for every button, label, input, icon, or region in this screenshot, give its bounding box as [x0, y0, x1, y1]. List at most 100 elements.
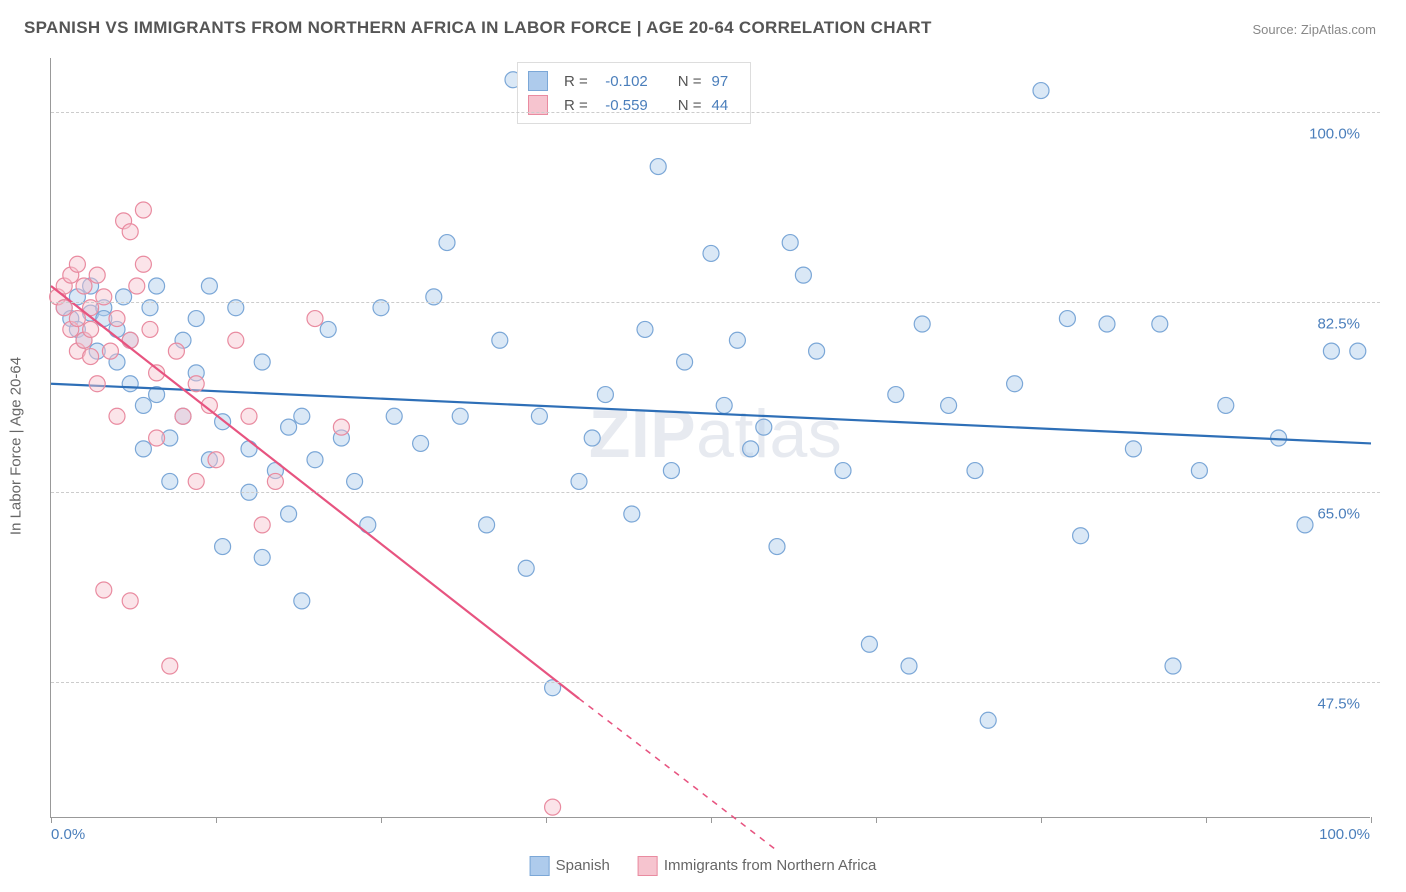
- data-point: [69, 311, 85, 327]
- data-point: [729, 332, 745, 348]
- gridline: [51, 492, 1380, 493]
- data-point: [980, 712, 996, 728]
- data-point: [254, 354, 270, 370]
- x-tick: [1371, 817, 1372, 823]
- x-tick: [1206, 817, 1207, 823]
- data-point: [149, 278, 165, 294]
- source-attribution: Source: ZipAtlas.com: [1252, 22, 1376, 37]
- r-value: -0.559: [598, 97, 648, 114]
- data-point: [307, 311, 323, 327]
- data-point: [1033, 83, 1049, 99]
- plot-area: ZIPatlas R =-0.102N =97R =-0.559N =44 47…: [50, 58, 1370, 818]
- data-point: [347, 473, 363, 489]
- data-point: [439, 235, 455, 251]
- data-point: [624, 506, 640, 522]
- r-label: R =: [564, 73, 588, 90]
- data-point: [89, 267, 105, 283]
- data-point: [1152, 316, 1168, 332]
- data-point: [479, 517, 495, 533]
- data-point: [294, 593, 310, 609]
- legend-swatch: [638, 856, 658, 876]
- data-point: [162, 658, 178, 674]
- data-point: [901, 658, 917, 674]
- data-point: [162, 473, 178, 489]
- chart-title: SPANISH VS IMMIGRANTS FROM NORTHERN AFRI…: [24, 18, 932, 38]
- data-point: [584, 430, 600, 446]
- x-tick: [876, 817, 877, 823]
- data-point: [650, 159, 666, 175]
- data-point: [307, 452, 323, 468]
- data-point: [1007, 376, 1023, 392]
- data-point: [122, 224, 138, 240]
- data-point: [835, 463, 851, 479]
- n-label: N =: [678, 97, 702, 114]
- data-point: [320, 321, 336, 337]
- data-point: [228, 332, 244, 348]
- data-point: [83, 349, 99, 365]
- data-point: [267, 473, 283, 489]
- data-point: [102, 343, 118, 359]
- stat-row: R =-0.102N =97: [528, 69, 740, 93]
- r-label: R =: [564, 97, 588, 114]
- data-point: [1350, 343, 1366, 359]
- data-point: [861, 636, 877, 652]
- data-point: [967, 463, 983, 479]
- data-point: [1059, 311, 1075, 327]
- data-point: [122, 376, 138, 392]
- source-link[interactable]: ZipAtlas.com: [1301, 22, 1376, 37]
- series-swatch: [528, 71, 548, 91]
- data-point: [703, 245, 719, 261]
- data-point: [571, 473, 587, 489]
- data-point: [452, 408, 468, 424]
- correlation-stats-box: R =-0.102N =97R =-0.559N =44: [517, 62, 751, 124]
- data-point: [545, 799, 561, 815]
- data-point: [201, 278, 217, 294]
- y-tick-label: 82.5%: [1300, 316, 1360, 333]
- gridline: [51, 302, 1380, 303]
- data-point: [637, 321, 653, 337]
- x-tick-label: 100.0%: [1319, 826, 1370, 843]
- data-point: [129, 278, 145, 294]
- data-point: [1073, 528, 1089, 544]
- data-point: [413, 435, 429, 451]
- data-point: [663, 463, 679, 479]
- chart-svg: [51, 58, 1370, 817]
- data-point: [1191, 463, 1207, 479]
- data-point: [756, 419, 772, 435]
- data-point: [135, 202, 151, 218]
- data-point: [597, 387, 613, 403]
- data-point: [914, 316, 930, 332]
- data-point: [1125, 441, 1141, 457]
- data-point: [254, 549, 270, 565]
- legend-swatch: [530, 856, 550, 876]
- data-point: [281, 506, 297, 522]
- data-point: [254, 517, 270, 533]
- x-tick: [216, 817, 217, 823]
- data-point: [135, 256, 151, 272]
- data-point: [492, 332, 508, 348]
- data-point: [941, 397, 957, 413]
- gridline: [51, 112, 1380, 113]
- y-tick-label: 47.5%: [1300, 696, 1360, 713]
- x-tick: [546, 817, 547, 823]
- legend-item: Spanish: [530, 856, 610, 876]
- data-point: [333, 419, 349, 435]
- data-point: [122, 593, 138, 609]
- data-point: [175, 408, 191, 424]
- data-point: [809, 343, 825, 359]
- data-point: [168, 343, 184, 359]
- data-point: [188, 473, 204, 489]
- y-axis-label: In Labor Force | Age 20-64: [8, 357, 25, 535]
- stat-row: R = -0.559 N = 44: [528, 93, 740, 117]
- n-value: 44: [712, 97, 740, 114]
- legend-label: Spanish: [556, 857, 610, 874]
- data-point: [109, 408, 125, 424]
- x-tick: [1041, 817, 1042, 823]
- y-tick-label: 100.0%: [1300, 126, 1360, 143]
- data-point: [188, 376, 204, 392]
- data-point: [83, 321, 99, 337]
- gridline: [51, 682, 1380, 683]
- data-point: [743, 441, 759, 457]
- x-tick-label: 0.0%: [51, 826, 85, 843]
- data-point: [89, 376, 105, 392]
